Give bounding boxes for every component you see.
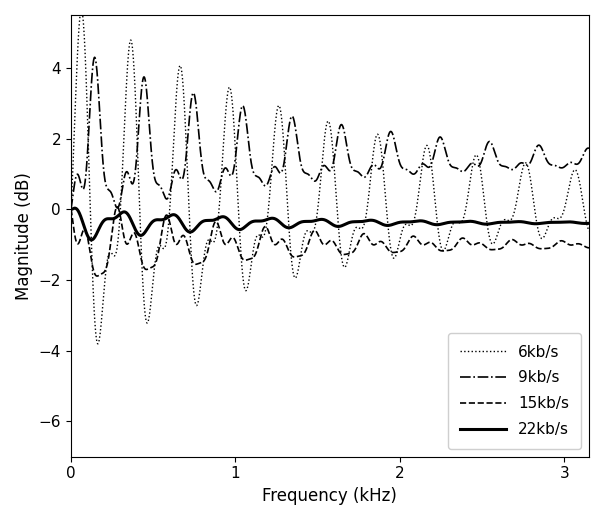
Line: 22kb/s: 22kb/s — [71, 208, 589, 240]
22kb/s — [67, 206, 74, 213]
6kb/s — [306, 228, 313, 235]
15kb/s — [571, 241, 578, 248]
9kb/s — [475, 162, 483, 168]
Y-axis label: Magnitude (dB): Magnitude (dB) — [15, 172, 33, 300]
22kb/s — [320, 216, 327, 223]
6kb/s — [585, 228, 593, 234]
9kb/s — [320, 163, 327, 169]
9kb/s — [306, 172, 313, 178]
Line: 6kb/s: 6kb/s — [71, 10, 589, 344]
15kb/s — [585, 245, 593, 251]
9kb/s — [91, 54, 98, 60]
X-axis label: Frequency (kHz): Frequency (kHz) — [263, 487, 397, 505]
22kb/s — [571, 219, 578, 226]
15kb/s — [94, 273, 101, 279]
15kb/s — [306, 237, 313, 243]
22kb/s — [476, 220, 483, 226]
6kb/s — [571, 167, 578, 173]
9kb/s — [585, 145, 593, 151]
6kb/s — [320, 147, 327, 153]
9kb/s — [571, 160, 578, 166]
Line: 15kb/s: 15kb/s — [71, 207, 589, 276]
Legend: 6kb/s, 9kb/s, 15kb/s, 22kb/s: 6kb/s, 9kb/s, 15kb/s, 22kb/s — [448, 333, 582, 449]
15kb/s — [114, 204, 121, 210]
9kb/s — [67, 206, 74, 213]
6kb/s — [67, 206, 74, 213]
6kb/s — [78, 7, 85, 13]
15kb/s — [571, 241, 578, 248]
6kb/s — [94, 341, 101, 347]
15kb/s — [94, 273, 101, 279]
22kb/s — [88, 237, 95, 243]
6kb/s — [476, 160, 483, 166]
Line: 9kb/s: 9kb/s — [71, 57, 589, 210]
15kb/s — [476, 240, 483, 246]
22kb/s — [571, 219, 578, 225]
22kb/s — [306, 218, 313, 225]
15kb/s — [320, 241, 327, 248]
6kb/s — [571, 167, 578, 173]
22kb/s — [94, 228, 101, 235]
22kb/s — [585, 220, 593, 227]
9kb/s — [570, 160, 577, 166]
15kb/s — [67, 206, 74, 213]
9kb/s — [94, 74, 101, 81]
6kb/s — [94, 341, 101, 347]
22kb/s — [71, 205, 79, 211]
